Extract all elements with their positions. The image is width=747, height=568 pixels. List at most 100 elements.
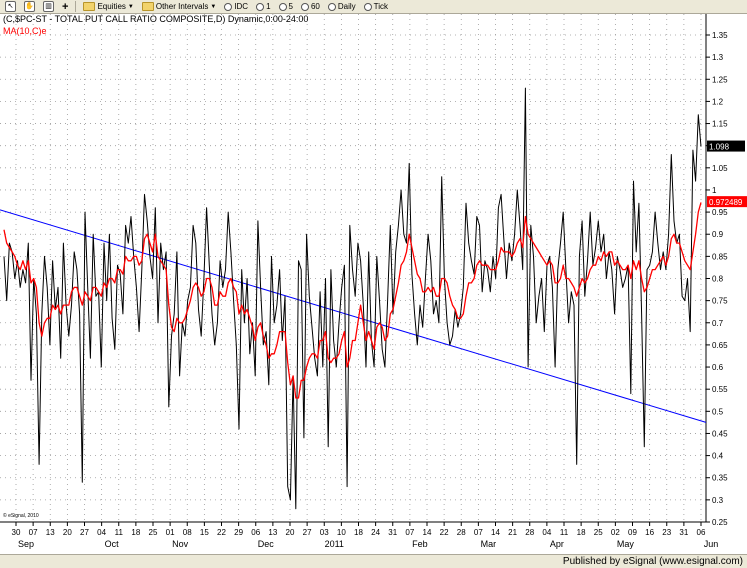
price-line [3,87,702,510]
chevron-down-icon: ▼ [210,3,217,10]
y-tick-label: 1.3 [712,53,724,62]
interval-tick-button[interactable]: Tick [362,1,390,13]
folder-icon [83,2,96,11]
x-tick-label: 13 [46,528,55,537]
y-tick-label: 0.25 [712,518,728,527]
other-intervals-dropdown[interactable]: Other Intervals ▼ [140,1,218,13]
x-tick-label: 11 [560,528,569,537]
x-tick-label: 25 [149,528,158,537]
month-label: Nov [172,539,189,549]
interval-60-label: 60 [310,2,320,11]
y-tick-label: 0.9 [712,230,724,239]
clock-icon [256,2,265,11]
x-tick-label: 06 [251,528,260,537]
month-label: Oct [105,539,120,549]
interval-5-label: 5 [288,2,293,11]
x-tick-label: 10 [337,528,346,537]
x-tick-label: 02 [611,528,620,537]
x-tick-label: 14 [491,528,500,537]
y-tick-label: 0.8 [712,275,724,284]
interval-idc-button[interactable]: IDC [222,1,250,13]
x-tick-label: 14 [423,528,432,537]
x-tick-label: 08 [183,528,192,537]
series-layer [0,87,707,510]
y-tick-label: 1.35 [712,31,728,40]
x-tick-label: 22 [440,528,449,537]
clock-icon [327,2,336,11]
toolbar: ↖ ✋ ▥ + Equities ▼ Other Intervals ▼ IDC 1… [0,0,747,14]
x-tick-label: 04 [542,528,551,537]
arrow-cursor-icon: ↖ [5,1,16,12]
month-label: Dec [258,539,275,549]
interval-1-label: 1 [266,2,271,11]
ma-value-tag-bg [707,196,747,208]
hand-button[interactable]: ✋ [22,1,37,13]
chevron-down-icon: ▼ [127,3,134,10]
other-intervals-label: Other Intervals [155,2,209,11]
ma-value-tag: 0.972489 [709,198,743,207]
x-tick-label: 30 [12,528,21,537]
x-tick-label: 15 [200,528,209,537]
y-tick-label: 0.4 [712,452,724,461]
y-tick-label: 1.05 [712,164,728,173]
y-tick-label: 1.15 [712,120,728,129]
x-tick-label: 24 [371,528,380,537]
y-tick-label: 0.5 [712,407,724,416]
x-tick-label: 29 [234,528,243,537]
month-label: Apr [550,539,564,549]
folder-icon [141,2,154,11]
crosshair-button[interactable]: + [60,1,70,13]
crosshair-icon: + [62,0,69,13]
x-tick-label: 25 [594,528,603,537]
interval-60-button[interactable]: 60 [299,1,322,13]
chart-background [0,14,747,554]
clock-icon [278,2,287,11]
chart-button[interactable]: ▥ [41,1,56,13]
chart-axes [0,14,710,526]
close-value-tag: 1.098 [709,143,730,152]
month-label: Jun [704,539,719,549]
ma-line [3,202,702,399]
trend-line [0,209,707,423]
publisher-credit: Published by eSignal (www.esignal.com) [562,556,743,567]
x-tick-label: 18 [131,528,140,537]
x-tick-label: 03 [320,528,329,537]
interval-daily-label: Daily [337,2,356,11]
x-tick-label: 31 [679,528,688,537]
cursor-button[interactable]: ↖ [3,1,18,13]
x-tick-label: 27 [80,528,89,537]
equities-dropdown[interactable]: Equities ▼ [81,1,135,13]
y-tick-label: 0.85 [712,252,728,261]
close-value-tag-bg [707,140,745,152]
x-tick-label: 28 [457,528,466,537]
interval-5-button[interactable]: 5 [277,1,295,13]
month-label: May [617,539,635,549]
y-tick-label: 0.7 [712,319,724,328]
x-tick-label: 18 [577,528,586,537]
x-tick-label: 11 [115,528,124,537]
x-tick-label: 28 [525,528,534,537]
x-tick-label: 13 [268,528,277,537]
hand-icon: ✋ [24,1,35,12]
y-tick-label: 1.2 [712,97,724,106]
toolbar-separator [75,1,77,12]
month-label: 2011 [325,539,344,549]
x-tick-label: 07 [29,528,38,537]
y-tick-label: 1 [712,186,717,195]
chart-title: (C,$PC-ST - TOTAL PUT CALL RATIO COMPOSI… [3,14,308,24]
month-label: Feb [412,539,428,549]
x-tick-label: 18 [354,528,363,537]
interval-idc-label: IDC [234,2,249,11]
x-tick-label: 20 [63,528,72,537]
y-tick-label: 0.95 [712,208,728,217]
put-call-chart[interactable]: 1.351.31.251.21.151.11.0510.950.90.850.8… [0,14,747,554]
x-tick-label: 01 [166,528,175,537]
interval-1-button[interactable]: 1 [254,1,272,13]
x-tick-label: 20 [286,528,295,537]
watermark: © eSignal, 2010 [3,512,39,519]
chart-icon: ▥ [43,1,54,12]
y-tick-label: 0.55 [712,385,728,394]
footer: Published by eSignal (www.esignal.com) [0,554,747,568]
interval-daily-button[interactable]: Daily [326,1,358,13]
x-tick-label: 04 [97,528,106,537]
